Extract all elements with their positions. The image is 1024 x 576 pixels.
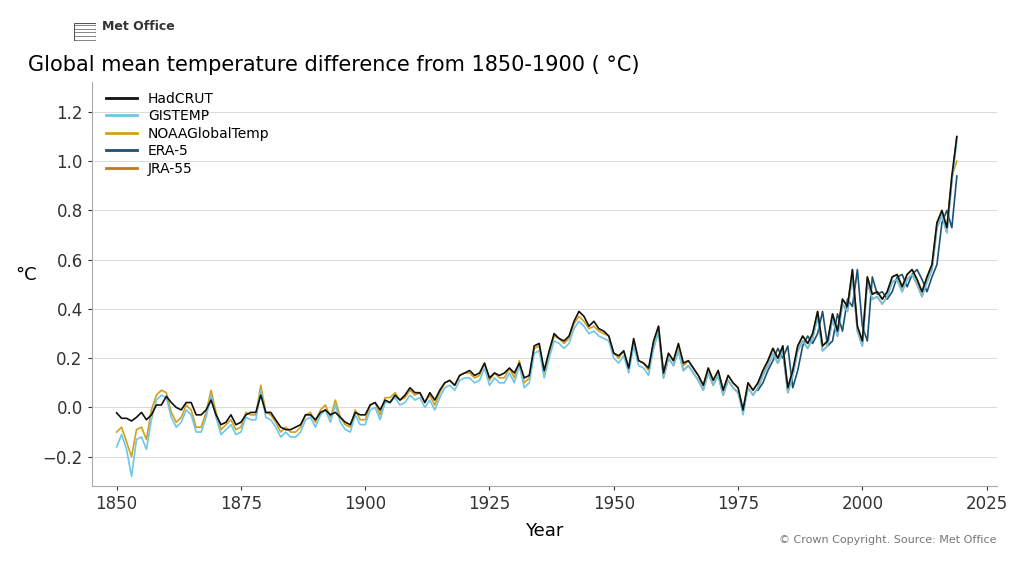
ERA-5 <box>886 288 898 295</box>
ERA-5 <box>811 330 823 337</box>
ERA-5 <box>802 332 814 339</box>
GISTEMP <box>866 295 879 302</box>
ERA-5 <box>831 310 844 317</box>
Text: © Crown Copyright. Source: Met Office: © Crown Copyright. Source: Met Office <box>779 535 996 545</box>
Line: NOAAGlobalTemp: NOAAGlobalTemp <box>117 161 956 457</box>
JRA-55 <box>915 293 928 300</box>
GISTEMP <box>111 444 123 450</box>
ERA-5 <box>762 367 774 374</box>
HadCRUT <box>866 291 879 298</box>
JRA-55 <box>802 345 814 352</box>
ERA-5 <box>816 308 828 315</box>
ERA-5 <box>871 291 884 298</box>
NOAAGlobalTemp <box>125 453 137 460</box>
ERA-5 <box>921 288 933 295</box>
JRA-55 <box>837 301 849 308</box>
ERA-5 <box>767 357 779 364</box>
ERA-5 <box>797 343 809 350</box>
ERA-5 <box>786 384 799 391</box>
ERA-5 <box>842 295 854 302</box>
JRA-55 <box>647 345 659 352</box>
ERA-5 <box>946 224 958 231</box>
ERA-5 <box>757 380 769 386</box>
HadCRUT <box>111 410 123 416</box>
HadCRUT <box>229 421 242 428</box>
GISTEMP <box>518 384 530 391</box>
NOAAGlobalTemp <box>866 291 879 298</box>
NOAAGlobalTemp <box>429 401 441 408</box>
ERA-5 <box>772 345 784 352</box>
GISTEMP <box>125 473 137 480</box>
Line: GISTEMP: GISTEMP <box>117 142 956 476</box>
HadCRUT <box>558 338 570 344</box>
GISTEMP <box>950 138 963 145</box>
ERA-5 <box>837 328 849 335</box>
Text: Global mean temperature difference from 1850-1900 ( °C): Global mean temperature difference from … <box>29 55 640 75</box>
HadCRUT <box>950 133 963 140</box>
ERA-5 <box>846 303 858 310</box>
NOAAGlobalTemp <box>950 158 963 165</box>
X-axis label: Year: Year <box>525 522 563 540</box>
Legend: HadCRUT, GISTEMP, NOAAGlobalTemp, ERA-5, JRA-55: HadCRUT, GISTEMP, NOAAGlobalTemp, ERA-5,… <box>100 86 275 181</box>
ERA-5 <box>901 283 913 290</box>
NOAAGlobalTemp <box>111 429 123 435</box>
GISTEMP <box>558 345 570 352</box>
Line: JRA-55: JRA-55 <box>653 137 956 410</box>
Line: ERA-5: ERA-5 <box>758 176 956 390</box>
GISTEMP <box>234 429 247 435</box>
JRA-55 <box>737 407 750 414</box>
ERA-5 <box>906 271 919 278</box>
ERA-5 <box>781 343 794 350</box>
ERA-5 <box>861 338 873 344</box>
ERA-5 <box>877 288 889 295</box>
ERA-5 <box>792 367 804 374</box>
HadCRUT <box>429 397 441 404</box>
NOAAGlobalTemp <box>234 424 247 431</box>
GISTEMP <box>429 407 441 414</box>
ERA-5 <box>881 295 893 302</box>
ERA-5 <box>931 261 943 268</box>
ERA-5 <box>926 274 938 281</box>
JRA-55 <box>673 347 685 354</box>
ERA-5 <box>807 340 819 347</box>
GISTEMP <box>523 380 536 386</box>
ERA-5 <box>891 274 903 281</box>
ERA-5 <box>950 173 963 180</box>
ERA-5 <box>821 343 834 350</box>
ERA-5 <box>941 207 953 214</box>
ERA-5 <box>856 323 868 329</box>
HadCRUT <box>280 426 292 433</box>
ERA-5 <box>911 266 924 273</box>
JRA-55 <box>727 384 739 391</box>
ERA-5 <box>896 271 908 278</box>
JRA-55 <box>707 382 719 389</box>
NOAAGlobalTemp <box>518 380 530 386</box>
ERA-5 <box>936 219 948 226</box>
Line: HadCRUT: HadCRUT <box>117 137 956 430</box>
HadCRUT <box>518 374 530 381</box>
ERA-5 <box>826 338 839 344</box>
NOAAGlobalTemp <box>523 374 536 381</box>
ERA-5 <box>851 266 863 273</box>
Text: Met Office: Met Office <box>102 20 175 33</box>
NOAAGlobalTemp <box>558 340 570 347</box>
HadCRUT <box>523 372 536 379</box>
ERA-5 <box>915 276 928 283</box>
ERA-5 <box>752 386 764 393</box>
Y-axis label: °C: °C <box>15 266 37 285</box>
JRA-55 <box>950 133 963 140</box>
ERA-5 <box>866 274 879 281</box>
ERA-5 <box>776 355 788 362</box>
